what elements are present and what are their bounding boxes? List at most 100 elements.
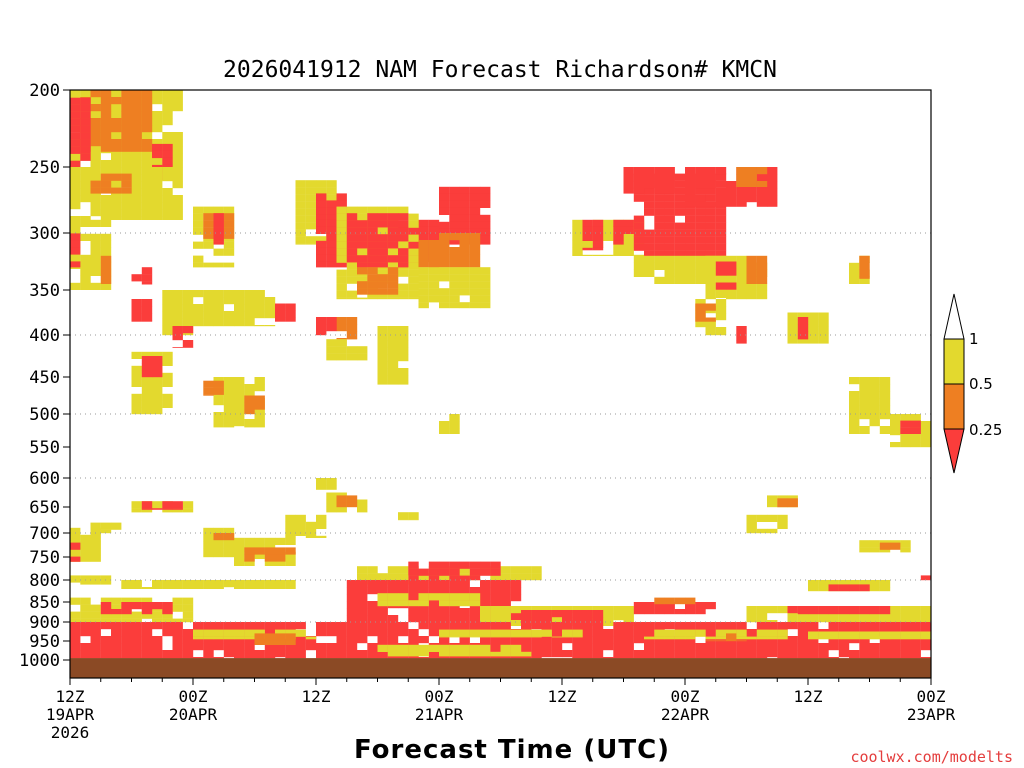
heatmap-cell [141, 407, 153, 415]
heatmap-cell [439, 608, 450, 616]
heatmap-cell [849, 636, 860, 644]
chart-title: 2026041912 NAM Forecast Richardson# KMCN [223, 57, 777, 83]
heatmap-cell [234, 384, 245, 392]
heatmap-cell [726, 202, 737, 207]
heatmap-cell [408, 644, 419, 652]
heatmap-cell [90, 209, 101, 217]
heatmap-cell [572, 226, 583, 234]
heatmap-cell [859, 622, 870, 630]
heatmap-cell [633, 622, 645, 630]
heatmap-cell [480, 267, 491, 275]
heatmap-cell [285, 303, 296, 311]
heatmap-cell [439, 428, 450, 434]
heatmap-cell [162, 580, 173, 588]
heatmap-cell [695, 250, 706, 256]
heatmap-cell [70, 125, 81, 133]
heatmap-cell [377, 281, 388, 289]
heatmap-cell [644, 229, 655, 237]
heatmap-cell [244, 580, 255, 588]
heatmap-cell [705, 222, 716, 230]
heatmap-cell [582, 226, 593, 234]
heatmap-cell [100, 180, 112, 188]
heatmap-cell [346, 241, 358, 249]
heatmap-cell [398, 326, 409, 334]
heatmap-cell [111, 657, 122, 659]
heatmap-cell [808, 650, 819, 658]
heatmap-cell [439, 274, 450, 282]
heatmap-cell [234, 580, 245, 588]
heatmap-cell [439, 644, 450, 652]
heatmap-cell [654, 636, 665, 640]
heatmap-cell [726, 643, 737, 651]
heatmap-cell [490, 629, 501, 637]
heatmap-cell [387, 361, 399, 369]
heatmap-cell [623, 254, 634, 256]
heatmap-cell [111, 636, 122, 644]
heatmap-cell [316, 226, 327, 234]
heatmap-cell [377, 580, 388, 588]
heatmap-cell [418, 302, 429, 309]
heatmap-cell [264, 558, 276, 566]
heatmap-cell [582, 629, 593, 637]
heatmap-cell [172, 195, 183, 203]
heatmap-cell [377, 255, 388, 263]
heatmap-cell [121, 160, 132, 168]
heatmap-cell [90, 90, 101, 98]
heatmap-cell [408, 561, 419, 569]
heatmap-cell [172, 209, 183, 217]
heatmap-cell [869, 377, 880, 385]
heatmap-cell [316, 331, 327, 336]
heatmap-cell [469, 608, 481, 616]
heatmap-cell [715, 208, 727, 216]
heatmap-cell [377, 274, 388, 282]
heatmap-cell [162, 622, 173, 630]
heatmap-cell [295, 622, 306, 630]
heatmap-cell [674, 262, 686, 270]
heatmap-cell [264, 629, 276, 637]
heatmap-cell [387, 368, 399, 376]
heatmap-cell [787, 620, 798, 623]
heatmap-cell [449, 636, 460, 638]
heatmap-cell [285, 521, 296, 529]
heatmap-cell [531, 617, 542, 623]
heatmap-cell [459, 575, 470, 581]
heatmap-cell [111, 167, 122, 175]
heatmap-cell [705, 640, 716, 642]
heatmap-cell [408, 290, 419, 298]
heatmap-cell [316, 200, 327, 208]
heatmap-cell [654, 208, 665, 216]
heatmap-cell [705, 636, 716, 640]
heatmap-cell [172, 650, 183, 658]
heatmap-cell [275, 587, 286, 589]
heatmap-cell [767, 636, 778, 644]
heatmap-cell [418, 615, 429, 623]
heatmap-cell [90, 111, 101, 119]
heatmap-cell [285, 310, 296, 318]
heatmap-cell [818, 613, 829, 615]
heatmap-cell [408, 580, 419, 588]
heatmap-cell [695, 602, 706, 610]
heatmap-cell [121, 650, 132, 658]
heatmap-cell [869, 580, 880, 588]
heatmap-cell [469, 629, 481, 637]
heatmap-cell [387, 587, 399, 595]
heatmap-cell [152, 118, 163, 126]
x-tick-time: 00Z [425, 687, 454, 706]
heatmap-cell [900, 427, 911, 434]
heatmap-cell [510, 587, 522, 595]
heatmap-cell [572, 643, 583, 651]
heatmap-cell [357, 220, 368, 228]
heatmap-cell [377, 368, 388, 376]
heatmap-cell [551, 629, 563, 637]
heatmap-cell [172, 311, 183, 319]
heatmap-cell [377, 347, 388, 355]
heatmap-cell [357, 636, 368, 644]
heatmap-cell [746, 636, 757, 644]
heatmap-cell [715, 657, 727, 659]
heatmap-cell [100, 219, 112, 227]
heatmap-cell [326, 233, 337, 241]
heatmap-cell [141, 508, 153, 510]
heatmap-cell [387, 206, 399, 214]
heatmap-cell [572, 629, 583, 637]
heatmap-cell [152, 386, 163, 394]
